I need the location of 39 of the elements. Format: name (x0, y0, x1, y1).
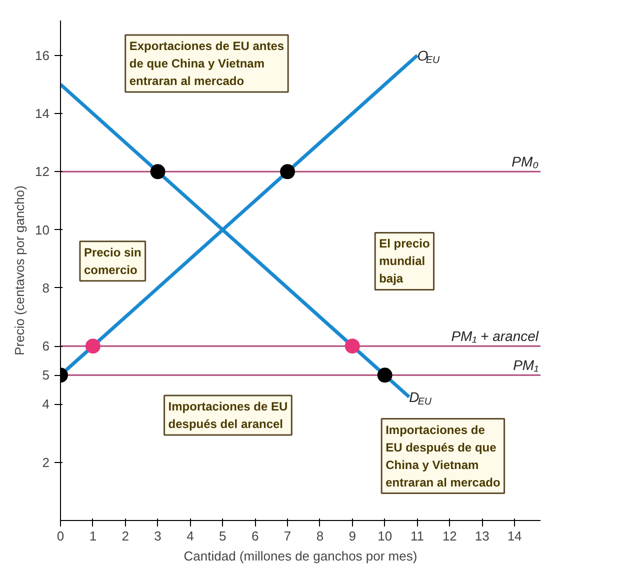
point (85, 338, 100, 354)
y-tick-label: 14 (35, 106, 50, 122)
ref-line-label: PM₁ (513, 357, 540, 374)
ref-line-label: PM₁ + arancel (451, 328, 540, 344)
x-tick-label: 13 (474, 528, 490, 544)
x-tick-label: 5 (219, 528, 226, 544)
y-tick-label: 4 (42, 396, 50, 412)
point (377, 368, 392, 383)
x-tick-label: 12 (442, 528, 457, 544)
x-tick-label: 9 (348, 528, 356, 544)
y-tick-label: 16 (35, 48, 50, 63)
point (280, 164, 296, 180)
point (150, 164, 166, 180)
y-tick-label: 6 (42, 338, 50, 354)
x-tick-label: 3 (154, 528, 162, 544)
y-tick-label: 5 (42, 368, 50, 383)
ref-line-label: PM₀ (512, 154, 539, 170)
x-tick-label: 8 (316, 528, 324, 544)
x-axis-title: Cantidad (millones de ganchos por mes) (184, 548, 418, 564)
annotation: El precio mundial baja (379, 236, 430, 286)
x-tick-label: 0 (56, 528, 64, 544)
y-tick-label: 8 (42, 280, 50, 296)
annotation: Importaciones de EU después de que China y Vietnam entraran al mercado (386, 422, 500, 490)
x-tick-label: 10 (378, 528, 392, 544)
y-tick-label: 2 (42, 454, 50, 470)
x-tick-label: 11 (410, 528, 424, 544)
y-tick-label: 12 (35, 164, 50, 180)
x-tick-label: 2 (122, 528, 129, 544)
y-axis-title: Precio (centavos por gancho) (12, 186, 28, 356)
x-tick-label: 4 (186, 528, 194, 544)
y-tick-label: 10 (35, 222, 50, 238)
x-tick-label: 14 (507, 528, 522, 544)
annotation: Importaciones de EU después del arancel (168, 400, 288, 431)
annotation: Precio sin comercio (84, 245, 142, 277)
x-tick-label: 6 (251, 528, 259, 544)
point (344, 338, 360, 354)
x-tick-label: 7 (284, 528, 292, 544)
x-tick-label: 1 (89, 528, 97, 544)
annotation: Exportaciones de EU antes de que China y Vietnam entraran al mercado (129, 39, 284, 88)
